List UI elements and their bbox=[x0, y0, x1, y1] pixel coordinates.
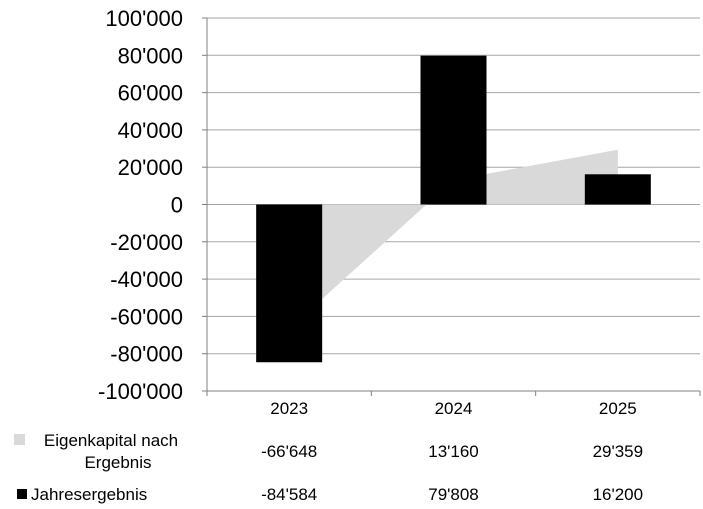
y-tick-label: 100'000 bbox=[105, 6, 183, 31]
legend-swatch-jahresergebnis bbox=[17, 489, 27, 499]
y-tick-label: 0 bbox=[171, 193, 183, 218]
data-label-jahresergebnis-2023: -84'584 bbox=[261, 485, 317, 504]
data-label-eigenkapital-2024: 13'160 bbox=[428, 442, 479, 461]
data-label-eigenkapital-2025: 29'359 bbox=[593, 442, 644, 461]
data-label-jahresergebnis-2025: 16'200 bbox=[593, 485, 644, 504]
x-tick-label-2023: 2023 bbox=[270, 399, 308, 418]
data-label-eigenkapital-2023: -66'648 bbox=[261, 442, 317, 461]
y-tick-label: -60'000 bbox=[110, 304, 183, 329]
y-tick-label: -80'000 bbox=[110, 342, 183, 367]
bar-jahresergebnis-2023 bbox=[256, 204, 323, 363]
legend-label-jahresergebnis: Jahresergebnis bbox=[31, 485, 147, 504]
x-tick-label-2024: 2024 bbox=[435, 399, 473, 418]
y-tick-label: -20'000 bbox=[110, 230, 183, 255]
data-label-jahresergebnis-2024: 79'808 bbox=[428, 485, 479, 504]
y-tick-label: 40'000 bbox=[118, 118, 183, 143]
x-tick-label-2025: 2025 bbox=[599, 399, 637, 418]
legend-swatch-eigenkapital bbox=[14, 434, 25, 445]
y-tick-label: -40'000 bbox=[110, 267, 183, 292]
y-tick-label: -100'000 bbox=[98, 379, 183, 404]
y-tick-label: 20'000 bbox=[118, 155, 183, 180]
area-eigenkapital bbox=[289, 149, 618, 329]
y-tick-label: 80'000 bbox=[118, 43, 183, 68]
y-tick-label: 60'000 bbox=[118, 81, 183, 106]
bar-jahresergebnis-2024 bbox=[420, 55, 487, 205]
legend-label-eigenkapital-1: Eigenkapital nach bbox=[44, 431, 178, 450]
legend-label-eigenkapital-2: Ergebnis bbox=[84, 453, 151, 472]
bar-jahresergebnis-2025 bbox=[584, 174, 651, 205]
